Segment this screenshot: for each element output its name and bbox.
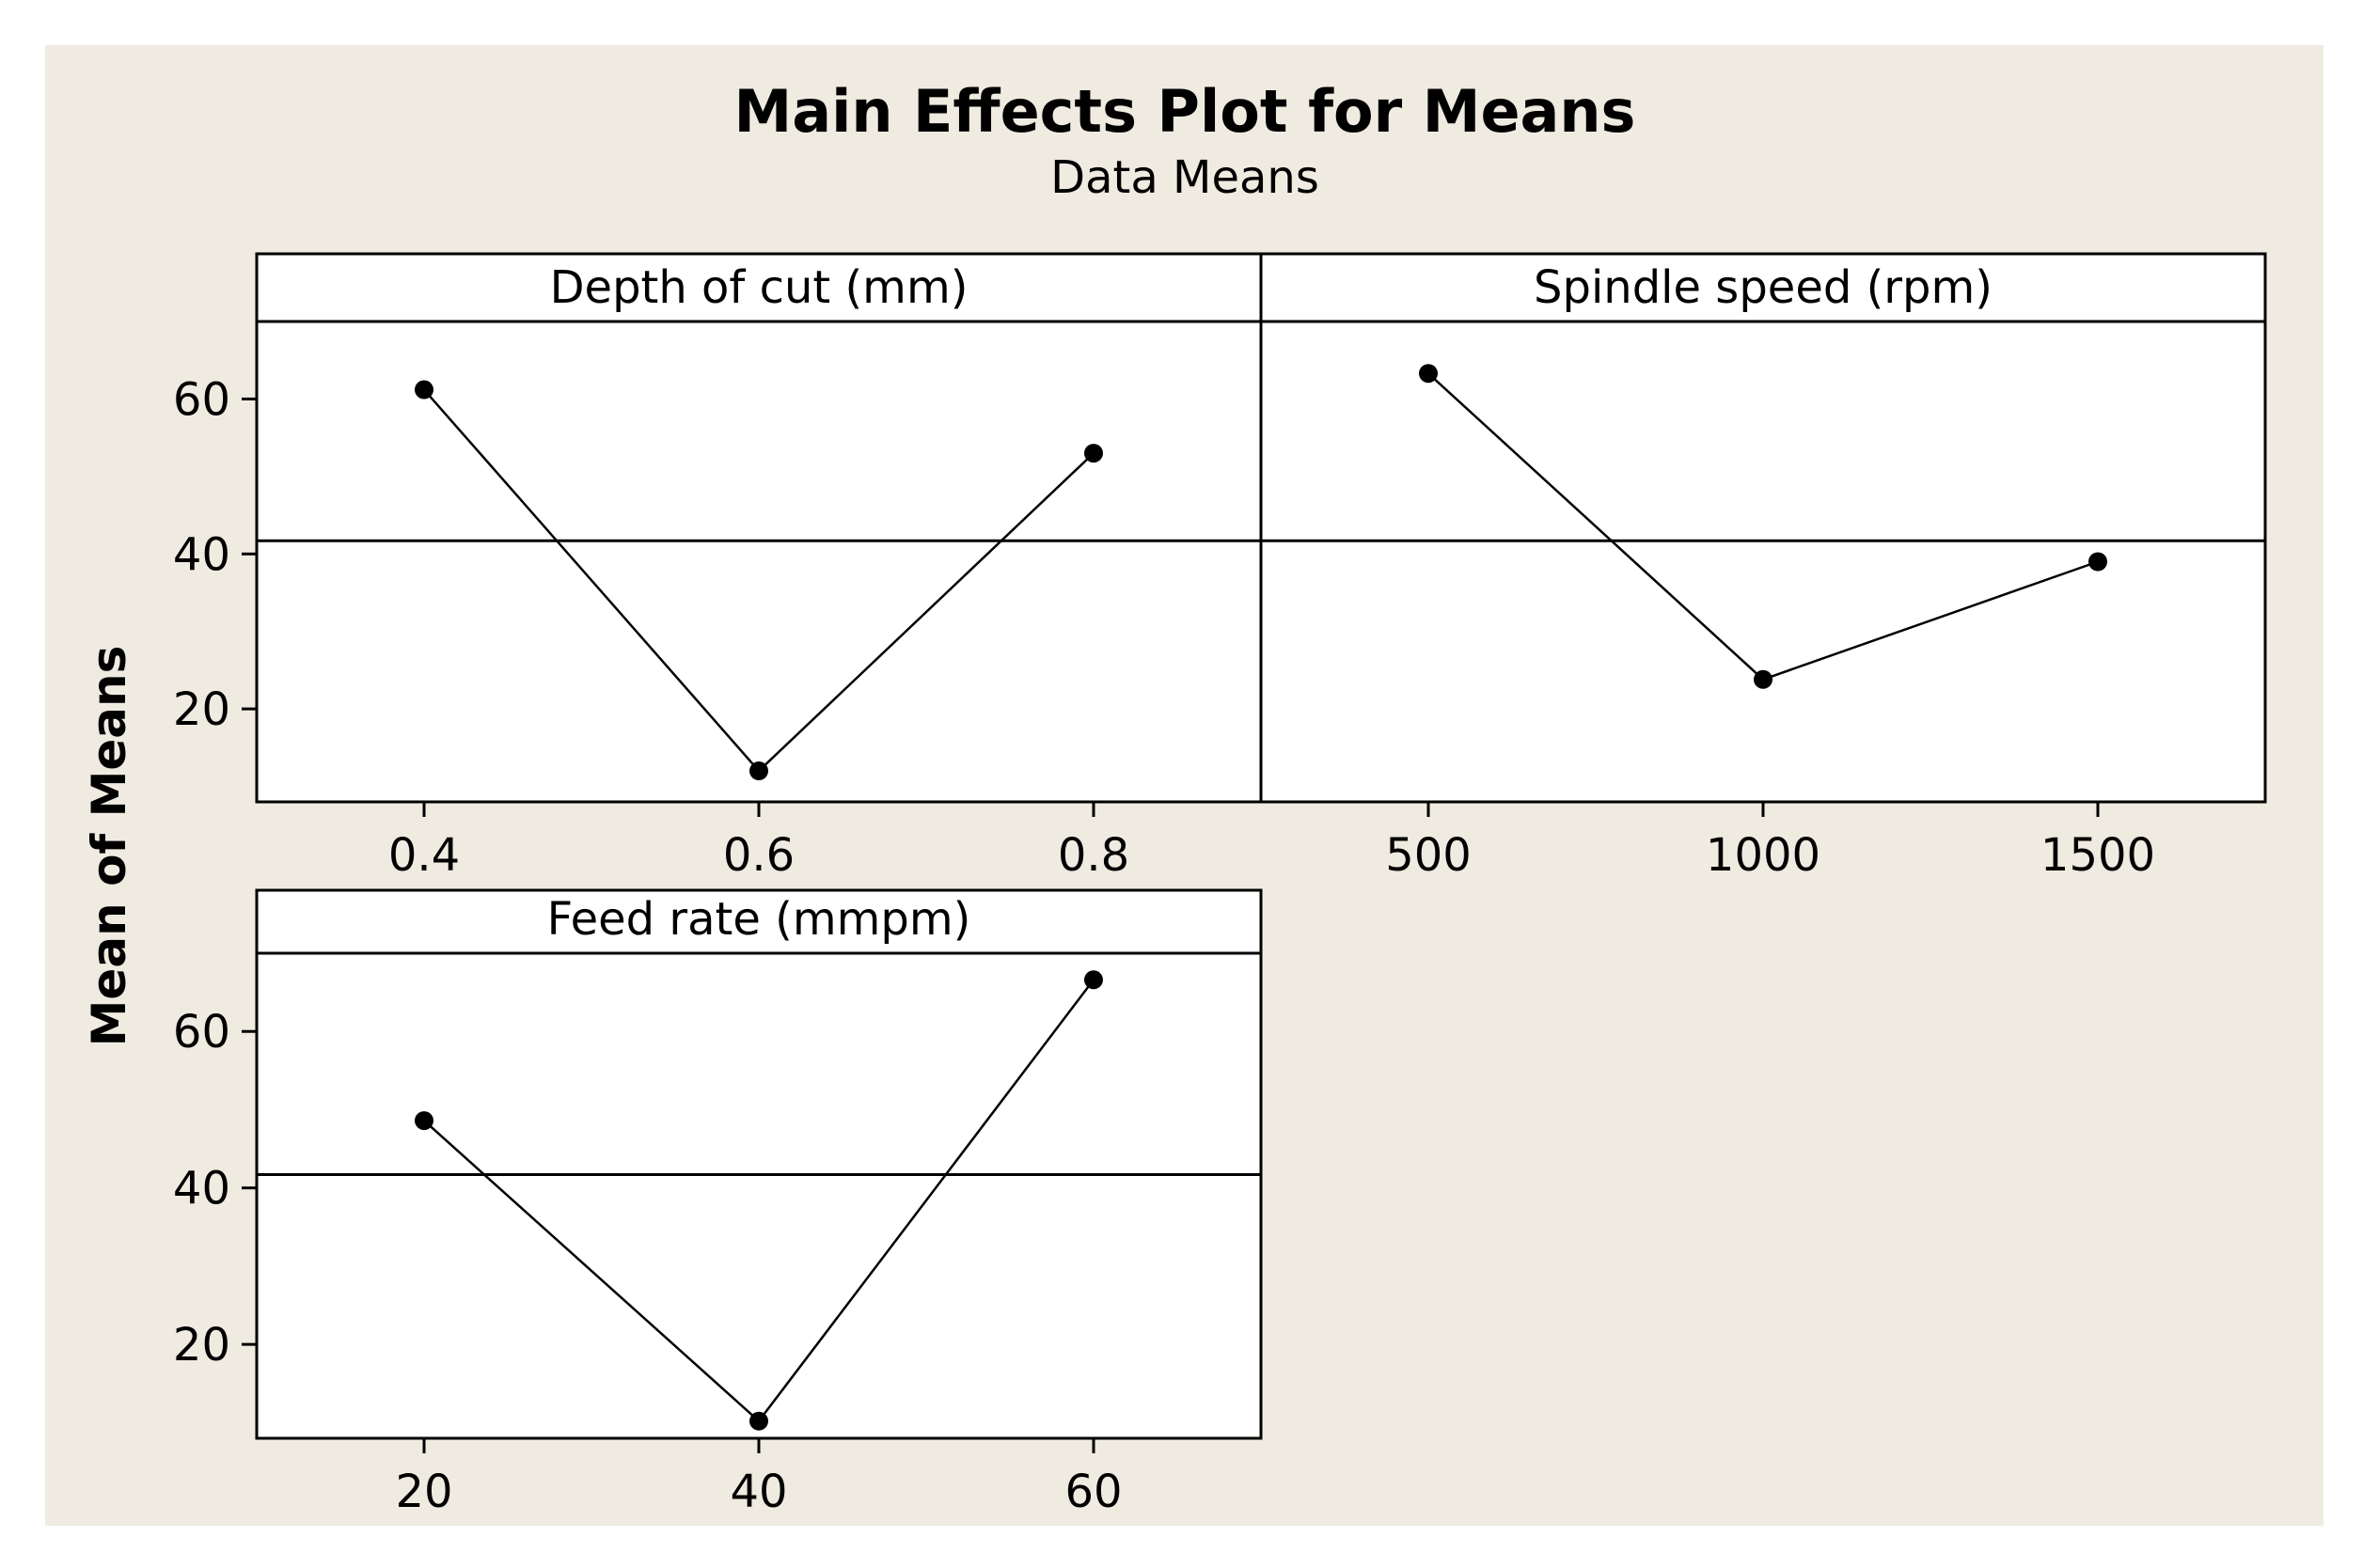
- y-tick-label: 40: [173, 1163, 230, 1215]
- x-tick-label: 0.8: [1058, 829, 1129, 882]
- x-tick-label: 1000: [1706, 829, 1820, 882]
- panel-label: Spindle speed (rpm): [1534, 261, 1993, 314]
- x-tick-label: 0.4: [388, 829, 460, 882]
- y-tick-label: 20: [173, 1319, 230, 1372]
- data-point: [2088, 552, 2107, 572]
- data-point: [1084, 970, 1103, 990]
- data-point: [415, 380, 433, 400]
- data-point: [1754, 669, 1772, 689]
- y-tick-label: 60: [173, 373, 230, 426]
- y-tick-label: 60: [173, 1006, 230, 1058]
- panel-plot-area: [255, 252, 1263, 804]
- chart-subtitle: Data Means: [1050, 151, 1319, 204]
- panels-group: Depth of cut (mm) 20 40 60 0.4 0.6 0.8 Spindle …: [173, 252, 2267, 1518]
- panel-label: Depth of cut (mm): [550, 261, 969, 314]
- data-point: [1419, 364, 1438, 384]
- y-tick-label: 40: [173, 528, 230, 581]
- x-tick-label: 20: [395, 1466, 452, 1518]
- x-tick-label: 60: [1064, 1466, 1122, 1518]
- chart-title: Main Effects Plot for Means: [734, 77, 1636, 146]
- x-tick-label: 0.6: [723, 829, 795, 882]
- y-axis-label: Mean of Means: [82, 646, 136, 1047]
- x-tick-label: 1500: [2040, 829, 2155, 882]
- data-point: [749, 761, 768, 781]
- x-tick-label: 500: [1385, 829, 1472, 882]
- panel-plot-area: [1259, 252, 2267, 804]
- panel-label: Feed rate (mmpm): [547, 893, 971, 946]
- y-tick-label: 20: [173, 683, 230, 736]
- data-point: [1084, 444, 1103, 463]
- data-point: [415, 1111, 433, 1131]
- data-point: [749, 1411, 768, 1431]
- x-tick-label: 40: [730, 1466, 787, 1518]
- panel-plot-area: [255, 888, 1263, 1440]
